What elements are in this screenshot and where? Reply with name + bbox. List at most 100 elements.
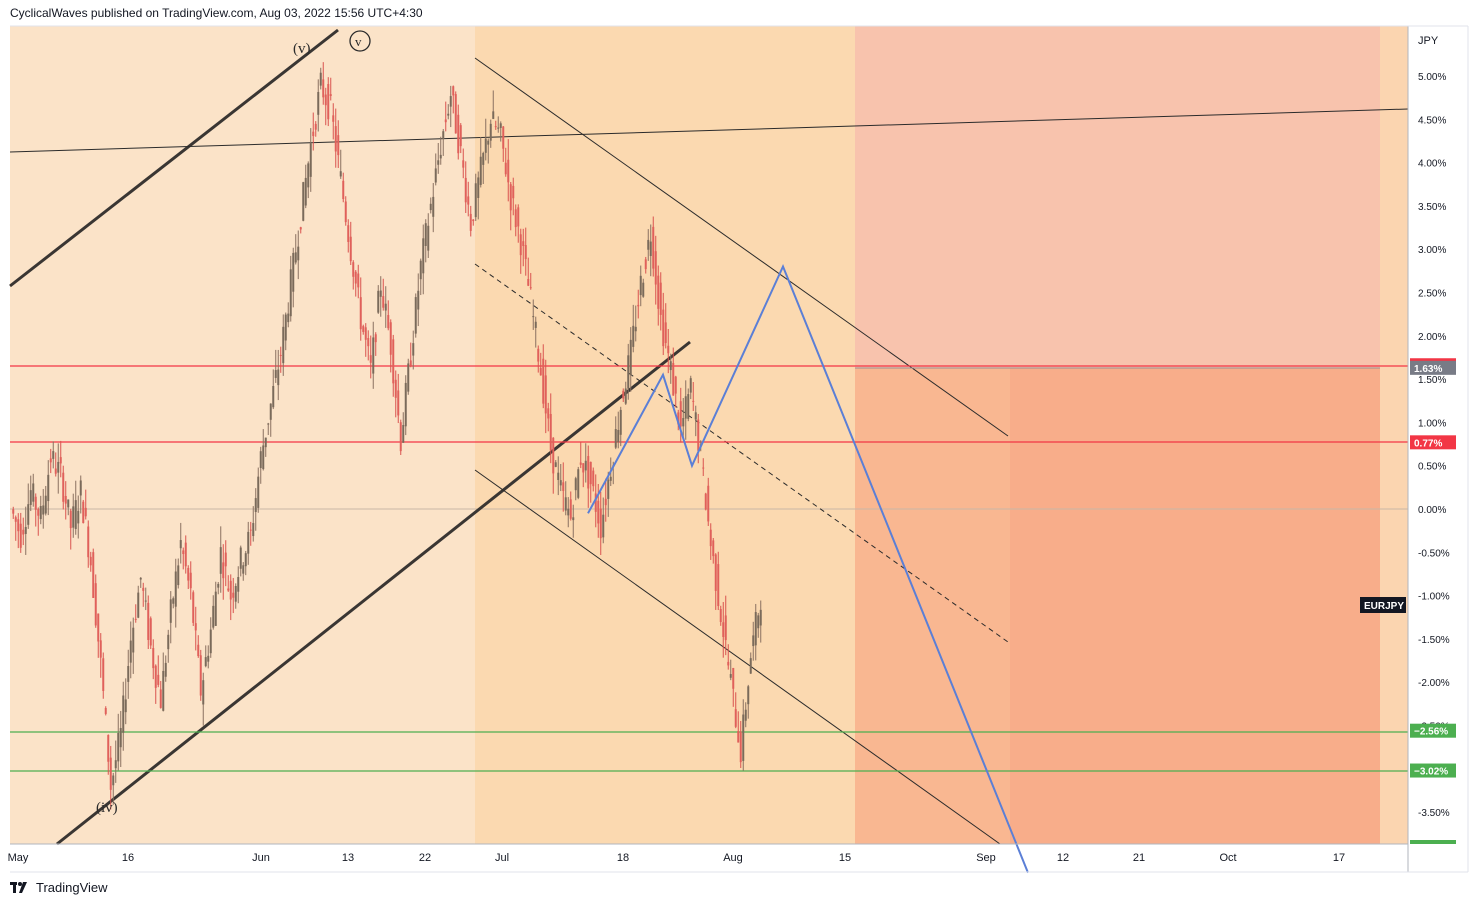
descending-channel-bottom	[474, 469, 1001, 845]
candle-body	[122, 695, 125, 733]
wave-label-v-circle	[349, 30, 371, 52]
candle-body	[424, 223, 427, 247]
candle-body	[109, 757, 112, 790]
candle-body	[134, 618, 137, 620]
candle-body	[657, 275, 660, 309]
candle-body	[24, 526, 27, 534]
candle-body	[294, 252, 297, 263]
candle-body	[654, 251, 657, 285]
candle-body	[157, 674, 160, 685]
candle-body	[447, 113, 450, 116]
candle-body	[302, 182, 305, 221]
candle-body	[89, 556, 92, 566]
x-tick-label: Jun	[252, 852, 270, 864]
candle-body	[337, 135, 340, 156]
x-tick-label: 16	[122, 852, 134, 864]
candle-body	[244, 553, 247, 567]
candle-body	[749, 658, 752, 674]
publisher-line: CyclicalWaves published on TradingView.c…	[10, 6, 423, 20]
candle-body	[194, 623, 197, 631]
candle-body	[372, 337, 375, 374]
candle-body	[489, 123, 492, 141]
candle-body	[384, 303, 387, 311]
candle-body	[112, 775, 115, 786]
candle-body	[232, 592, 235, 598]
candle-body	[699, 444, 702, 446]
candle-body	[339, 171, 342, 177]
candle-body	[379, 290, 382, 297]
candle-body	[534, 321, 537, 328]
candle-body	[319, 72, 322, 86]
candle-body	[44, 495, 47, 514]
candle-body	[149, 618, 152, 646]
candle-body	[412, 343, 415, 356]
candle-body	[137, 592, 140, 618]
candle-body	[124, 699, 127, 713]
y-tick-label: -2.00%	[1418, 678, 1450, 689]
candle-body	[234, 585, 237, 602]
candle-body	[287, 313, 290, 323]
level-tag-bg	[1410, 358, 1456, 373]
candle-body	[434, 168, 437, 183]
candle-body	[119, 728, 122, 748]
candle-body	[174, 571, 177, 607]
candle-body	[72, 506, 75, 528]
candle-body	[652, 226, 655, 269]
candle-body	[97, 613, 100, 642]
candle-body	[274, 370, 277, 378]
candle-body	[334, 126, 337, 152]
candle-body	[389, 322, 392, 355]
descending-channel-top	[474, 57, 1009, 437]
candle-body	[14, 517, 17, 522]
candle-body	[277, 369, 280, 386]
zone-red-top	[855, 26, 1380, 368]
candle-body	[617, 429, 620, 443]
candle-body	[714, 554, 717, 591]
x-tick-label: 18	[617, 852, 629, 864]
candle-body	[712, 540, 715, 557]
candle-body	[17, 519, 20, 532]
candle-body	[537, 348, 540, 362]
candle-body	[752, 635, 755, 647]
candle-body	[207, 655, 210, 662]
candle-body	[162, 670, 165, 711]
candle-body	[487, 140, 490, 145]
candle-body	[47, 474, 50, 502]
candle-body	[579, 462, 582, 465]
level-tag-label: −3.02%	[1414, 767, 1448, 778]
candle-body	[52, 451, 55, 459]
y-tick-label: 4.00%	[1418, 159, 1446, 170]
y-tick-label: 2.00%	[1418, 332, 1446, 343]
candle-body	[717, 564, 720, 607]
candle-body	[694, 412, 697, 420]
candle-body	[667, 345, 670, 354]
candle-body	[457, 114, 460, 154]
candle-body	[629, 339, 632, 376]
candle-body	[437, 160, 440, 165]
candle-body	[527, 278, 530, 286]
candle-body	[659, 282, 662, 315]
lower-channel-line-thick	[56, 340, 691, 846]
candle-body	[499, 123, 502, 128]
candle-body	[462, 160, 465, 168]
candle-body	[477, 177, 480, 198]
candle-body	[452, 86, 455, 96]
candle-body	[397, 390, 400, 416]
x-tick-label: 22	[419, 852, 431, 864]
candle-body	[12, 509, 15, 514]
level-tag-label: 0.77%	[1414, 438, 1442, 449]
candle-body	[399, 422, 402, 452]
candle-body	[192, 592, 195, 623]
x-tick-label: Sep	[976, 852, 996, 864]
candle-body	[297, 246, 300, 261]
candle-body	[479, 156, 482, 185]
candle-body	[129, 640, 132, 663]
candle-body	[147, 602, 150, 640]
candle-body	[117, 732, 120, 762]
candle-body	[114, 760, 117, 769]
candle-body	[22, 529, 25, 535]
candle-body	[649, 241, 652, 257]
candle-body	[469, 213, 472, 231]
candle-body	[529, 287, 532, 289]
